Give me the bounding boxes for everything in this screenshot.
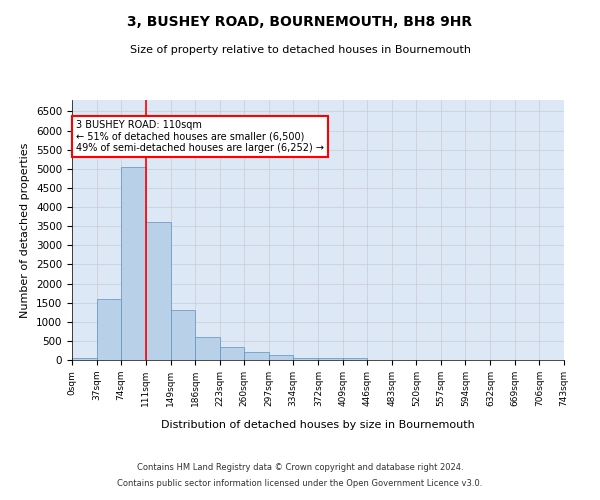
Text: Size of property relative to detached houses in Bournemouth: Size of property relative to detached ho… [130, 45, 470, 55]
Text: Contains HM Land Registry data © Crown copyright and database right 2024.: Contains HM Land Registry data © Crown c… [137, 464, 463, 472]
Bar [269, 355, 293, 360]
Bar [220, 346, 244, 360]
Text: Distribution of detached houses by size in Bournemouth: Distribution of detached houses by size … [161, 420, 475, 430]
Bar [319, 358, 343, 360]
Text: 3 BUSHEY ROAD: 110sqm
← 51% of detached houses are smaller (6,500)
49% of semi-d: 3 BUSHEY ROAD: 110sqm ← 51% of detached … [76, 120, 324, 153]
Bar [170, 310, 195, 360]
Bar [195, 337, 220, 360]
Bar [97, 299, 121, 360]
Bar [72, 358, 97, 360]
Bar [121, 167, 146, 360]
Bar [293, 358, 319, 360]
Bar [343, 358, 367, 360]
Bar [244, 352, 269, 360]
Y-axis label: Number of detached properties: Number of detached properties [20, 142, 31, 318]
Text: 3, BUSHEY ROAD, BOURNEMOUTH, BH8 9HR: 3, BUSHEY ROAD, BOURNEMOUTH, BH8 9HR [127, 15, 473, 29]
Text: Contains public sector information licensed under the Open Government Licence v3: Contains public sector information licen… [118, 478, 482, 488]
Bar [146, 222, 170, 360]
